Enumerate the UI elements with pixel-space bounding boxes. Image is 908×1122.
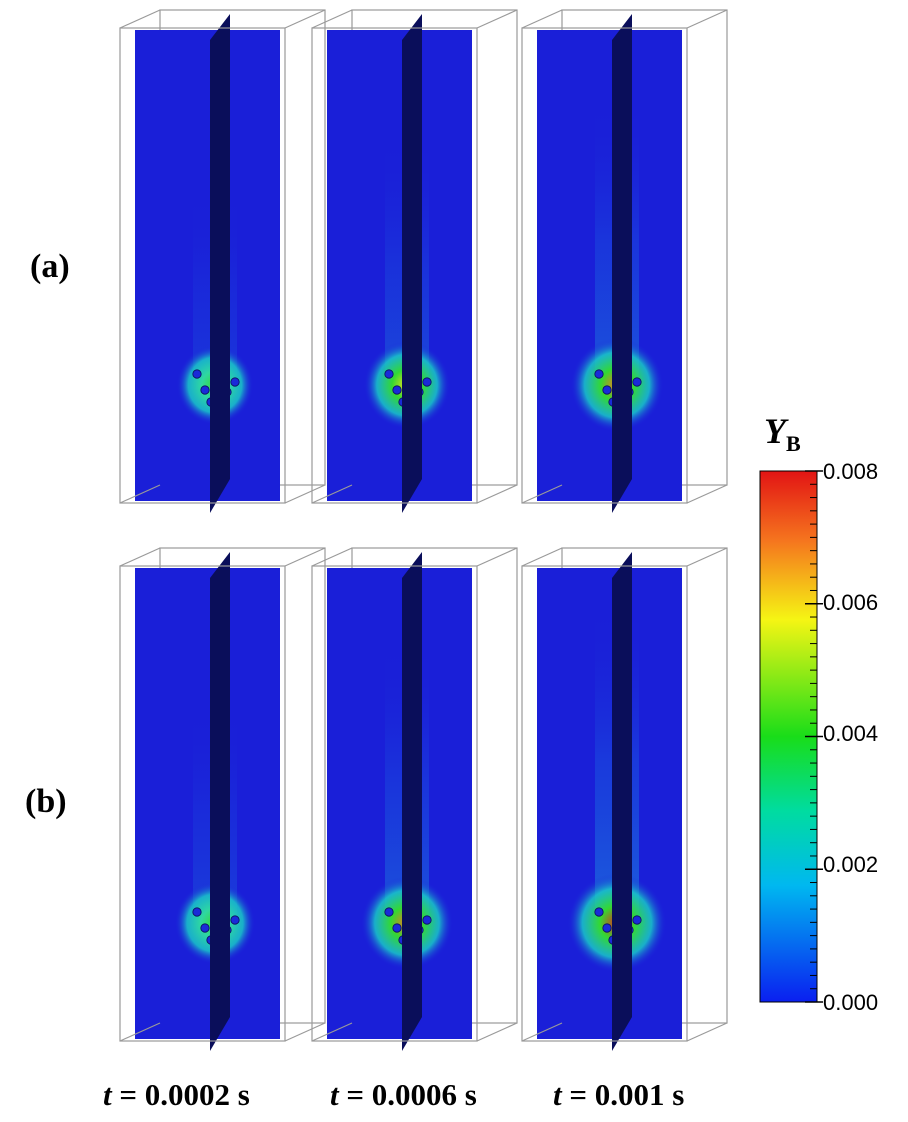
simulation-panel: [521, 9, 728, 513]
box-edge: [119, 9, 161, 29]
box-edge: [521, 484, 563, 504]
box-edge: [686, 9, 728, 29]
box-edge: [476, 9, 518, 29]
box-outline: [521, 565, 688, 1042]
box-outline: [521, 27, 688, 504]
simulation-panel: [119, 547, 326, 1051]
center-slice: [612, 14, 632, 513]
particle: [594, 369, 604, 379]
particle: [192, 369, 202, 379]
particle: [230, 915, 240, 925]
box-edge: [311, 1022, 353, 1042]
box-outline: [311, 565, 478, 1042]
particle: [392, 923, 402, 933]
particle: [602, 385, 612, 395]
particle: [230, 377, 240, 387]
colorbar-tick-label: 0.000: [823, 990, 879, 1015]
time-label-3: t = 0.001 s: [553, 1077, 684, 1113]
time-value: = 0.001 s: [561, 1077, 685, 1112]
particle: [192, 907, 202, 917]
colorbar-title: YB: [764, 410, 801, 456]
time-label-2: t = 0.0006 s: [330, 1077, 477, 1113]
box-edge: [686, 484, 728, 504]
center-slice: [210, 14, 230, 513]
row-label-a: (a): [30, 248, 70, 285]
particle: [422, 915, 432, 925]
time-value: = 0.0006 s: [338, 1077, 477, 1112]
colorbar-tick-label: 0.002: [823, 852, 879, 877]
time-variable: t: [553, 1077, 562, 1112]
box-edge: [284, 484, 326, 504]
box-edge: [311, 9, 353, 29]
box-edge: [476, 484, 518, 504]
colorbar-tick-label: 0.004: [823, 721, 879, 746]
box-edge: [311, 547, 353, 567]
box-edge: [521, 1022, 563, 1042]
particle: [422, 377, 432, 387]
box-outline: [119, 565, 286, 1042]
panels-layer: [119, 9, 728, 1051]
colorbar-subscript: B: [786, 431, 801, 456]
colorbar-symbol: Y: [764, 411, 786, 451]
box-edge: [686, 1022, 728, 1042]
time-label-1: t = 0.0002 s: [103, 1077, 250, 1113]
time-variable: t: [103, 1077, 112, 1112]
box-edge: [476, 547, 518, 567]
center-slice: [402, 14, 422, 513]
particle: [200, 385, 210, 395]
particle: [602, 923, 612, 933]
center-slice: [612, 552, 632, 1051]
colorbar: [759, 470, 823, 1003]
row-label-b: (b): [25, 783, 67, 820]
box-edge: [284, 1022, 326, 1042]
time-value: = 0.0002 s: [111, 1077, 250, 1112]
box-outline: [311, 27, 478, 504]
box-edge: [311, 484, 353, 504]
box-edge: [521, 9, 563, 29]
particle: [632, 377, 642, 387]
box-edge: [284, 9, 326, 29]
box-edge: [119, 484, 161, 504]
simulation-panel: [119, 9, 326, 513]
box-edge: [476, 1022, 518, 1042]
simulation-panel: [311, 547, 518, 1051]
colorbar-tick-label: 0.008: [823, 459, 879, 484]
particle: [632, 915, 642, 925]
particle: [384, 369, 394, 379]
particle: [392, 385, 402, 395]
simulation-panel: [311, 9, 518, 513]
colorbar-tick-label: 0.006: [823, 590, 879, 615]
particle: [384, 907, 394, 917]
box-edge: [521, 547, 563, 567]
box-edge: [284, 547, 326, 567]
box-edge: [686, 547, 728, 567]
box-edge: [119, 1022, 161, 1042]
center-slice: [210, 552, 230, 1051]
box-edge: [119, 547, 161, 567]
particle: [594, 907, 604, 917]
time-variable: t: [330, 1077, 339, 1112]
simulation-panel: [521, 547, 728, 1051]
center-slice: [402, 552, 422, 1051]
particle: [200, 923, 210, 933]
box-outline: [119, 27, 286, 504]
